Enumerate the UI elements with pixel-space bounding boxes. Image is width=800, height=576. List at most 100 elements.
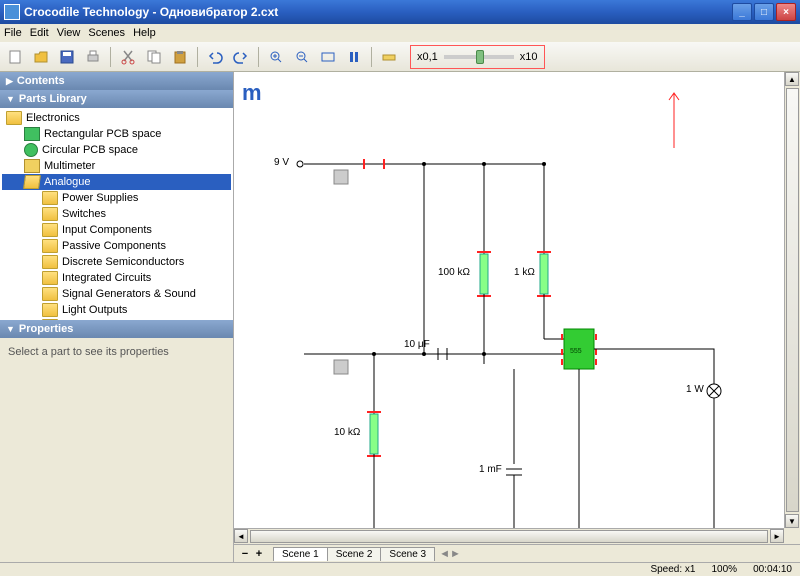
scrollbar-h[interactable]: ◄ ► <box>234 528 784 544</box>
tree-item[interactable]: Signal Generators & Sound <box>2 286 231 302</box>
tab-scene3[interactable]: Scene 3 <box>380 547 435 561</box>
tab-scroll-left[interactable]: ◄ <box>439 548 450 560</box>
scrollbar-v[interactable]: ▲ ▼ <box>784 72 800 528</box>
contents-header[interactable]: ▶Contents <box>0 72 233 90</box>
tree-item[interactable]: Circular PCB space <box>2 142 231 158</box>
pause-button[interactable] <box>343 46 365 68</box>
tree-item[interactable]: Input Components <box>2 222 231 238</box>
logo-m: m <box>242 80 262 106</box>
tree-item-label: Circular PCB space <box>42 144 138 156</box>
tab-scroll-right[interactable]: ► <box>450 548 461 560</box>
scene-tabs: − + Scene 1 Scene 2 Scene 3 ◄ ► <box>234 544 800 562</box>
canvas[interactable]: m <box>234 72 800 544</box>
canvas-area: m <box>234 72 800 562</box>
zoom-out-button[interactable] <box>291 46 313 68</box>
pcb-rect-icon <box>24 127 40 141</box>
menu-edit[interactable]: Edit <box>30 27 49 39</box>
tree-item-label: Electronics <box>26 112 80 124</box>
tree-item[interactable]: Passive Components <box>2 238 231 254</box>
label-r1: 100 kΩ <box>438 267 470 278</box>
tree-item[interactable]: Analogue <box>2 174 231 190</box>
speed-slider[interactable] <box>444 55 514 59</box>
status-speed: Speed: x1 <box>650 564 695 575</box>
tree-item-label: Analogue <box>44 176 91 188</box>
cut-button[interactable] <box>117 46 139 68</box>
arrow-indicator <box>664 88 684 151</box>
tree-item[interactable]: Power Supplies <box>2 190 231 206</box>
minimize-button[interactable]: _ <box>732 3 752 21</box>
tree-item[interactable]: Discrete Semiconductors <box>2 254 231 270</box>
close-button[interactable]: × <box>776 3 796 21</box>
folder-icon <box>6 111 22 125</box>
parts-library-header[interactable]: ▼Parts Library <box>0 90 233 108</box>
folder-icon <box>42 239 58 253</box>
contents-label: Contents <box>17 75 65 87</box>
folder-icon <box>42 287 58 301</box>
open-button[interactable] <box>30 46 52 68</box>
tree-item-label: Passive Components <box>62 240 166 252</box>
folder-icon <box>42 271 58 285</box>
parts-tree: Electronics Rectangular PCB space Circular… <box>0 108 233 320</box>
label-r2: 1 kΩ <box>514 267 535 278</box>
folder-open-icon <box>23 175 41 189</box>
save-button[interactable] <box>56 46 78 68</box>
add-scene-button[interactable]: + <box>252 548 266 560</box>
status-zoom: 100% <box>711 564 737 575</box>
tab-scene2[interactable]: Scene 2 <box>327 547 382 561</box>
undo-button[interactable] <box>204 46 226 68</box>
menu-view[interactable]: View <box>57 27 81 39</box>
label-r3: 10 kΩ <box>334 427 360 438</box>
properties-header[interactable]: ▼Properties <box>0 320 233 338</box>
window-title: Crocodile Technology - Одновибратор 2.cx… <box>24 5 732 19</box>
properties-body: Select a part to see its properties <box>0 338 233 562</box>
zoom-fit-button[interactable] <box>317 46 339 68</box>
tree-item-label: Switches <box>62 208 106 220</box>
label-c1: 10 μF <box>404 339 430 350</box>
tree-item[interactable]: Rectangular PCB space <box>2 126 231 142</box>
tree-item[interactable]: Integrated Circuits <box>2 270 231 286</box>
titlebar: Crocodile Technology - Одновибратор 2.cx… <box>0 0 800 24</box>
label-vplus: 9 V <box>274 157 289 168</box>
folder-icon <box>42 303 58 317</box>
menu-help[interactable]: Help <box>133 27 156 39</box>
toolbar: x0,1 x10 <box>0 42 800 72</box>
parts-label: Parts Library <box>19 93 87 105</box>
menu-file[interactable]: File <box>4 27 22 39</box>
paste-button[interactable] <box>169 46 191 68</box>
statusbar: Speed: x1 100% 00:04:10 <box>0 562 800 576</box>
app-icon <box>4 4 20 20</box>
speed-max-label: x10 <box>520 51 538 63</box>
label-lamp: 1 W <box>686 384 704 395</box>
props-hint: Select a part to see its properties <box>8 346 169 358</box>
measure-button[interactable] <box>378 46 400 68</box>
remove-scene-button[interactable]: − <box>238 548 252 560</box>
folder-icon <box>42 191 58 205</box>
folder-icon <box>42 223 58 237</box>
props-label: Properties <box>19 323 73 335</box>
tree-item-label: Input Components <box>62 224 152 236</box>
tree-item[interactable]: Switches <box>2 206 231 222</box>
new-button[interactable] <box>4 46 26 68</box>
tree-item[interactable]: Light Outputs <box>2 302 231 318</box>
tree-item-label: Integrated Circuits <box>62 272 151 284</box>
tree-item-label: Power Supplies <box>62 192 138 204</box>
copy-button[interactable] <box>143 46 165 68</box>
menu-scenes[interactable]: Scenes <box>88 27 125 39</box>
sidebar: ▶Contents ▼Parts Library Electronics Rect… <box>0 72 234 562</box>
zoom-in-button[interactable] <box>265 46 287 68</box>
meter-icon <box>24 159 40 173</box>
redo-button[interactable] <box>230 46 252 68</box>
tree-item[interactable]: Multimeter <box>2 158 231 174</box>
print-button[interactable] <box>82 46 104 68</box>
svg-text:555: 555 <box>570 348 582 355</box>
tree-item-label: Discrete Semiconductors <box>62 256 184 268</box>
folder-icon <box>42 255 58 269</box>
tab-scene1[interactable]: Scene 1 <box>273 547 328 561</box>
tree-item[interactable]: Electronics <box>2 110 231 126</box>
circuit-schematic: 555 <box>284 154 764 544</box>
maximize-button[interactable]: □ <box>754 3 774 21</box>
status-time: 00:04:10 <box>753 564 792 575</box>
tree-item-label: Signal Generators & Sound <box>62 288 196 300</box>
pcb-circ-icon <box>24 143 38 157</box>
speed-min-label: x0,1 <box>417 51 438 63</box>
